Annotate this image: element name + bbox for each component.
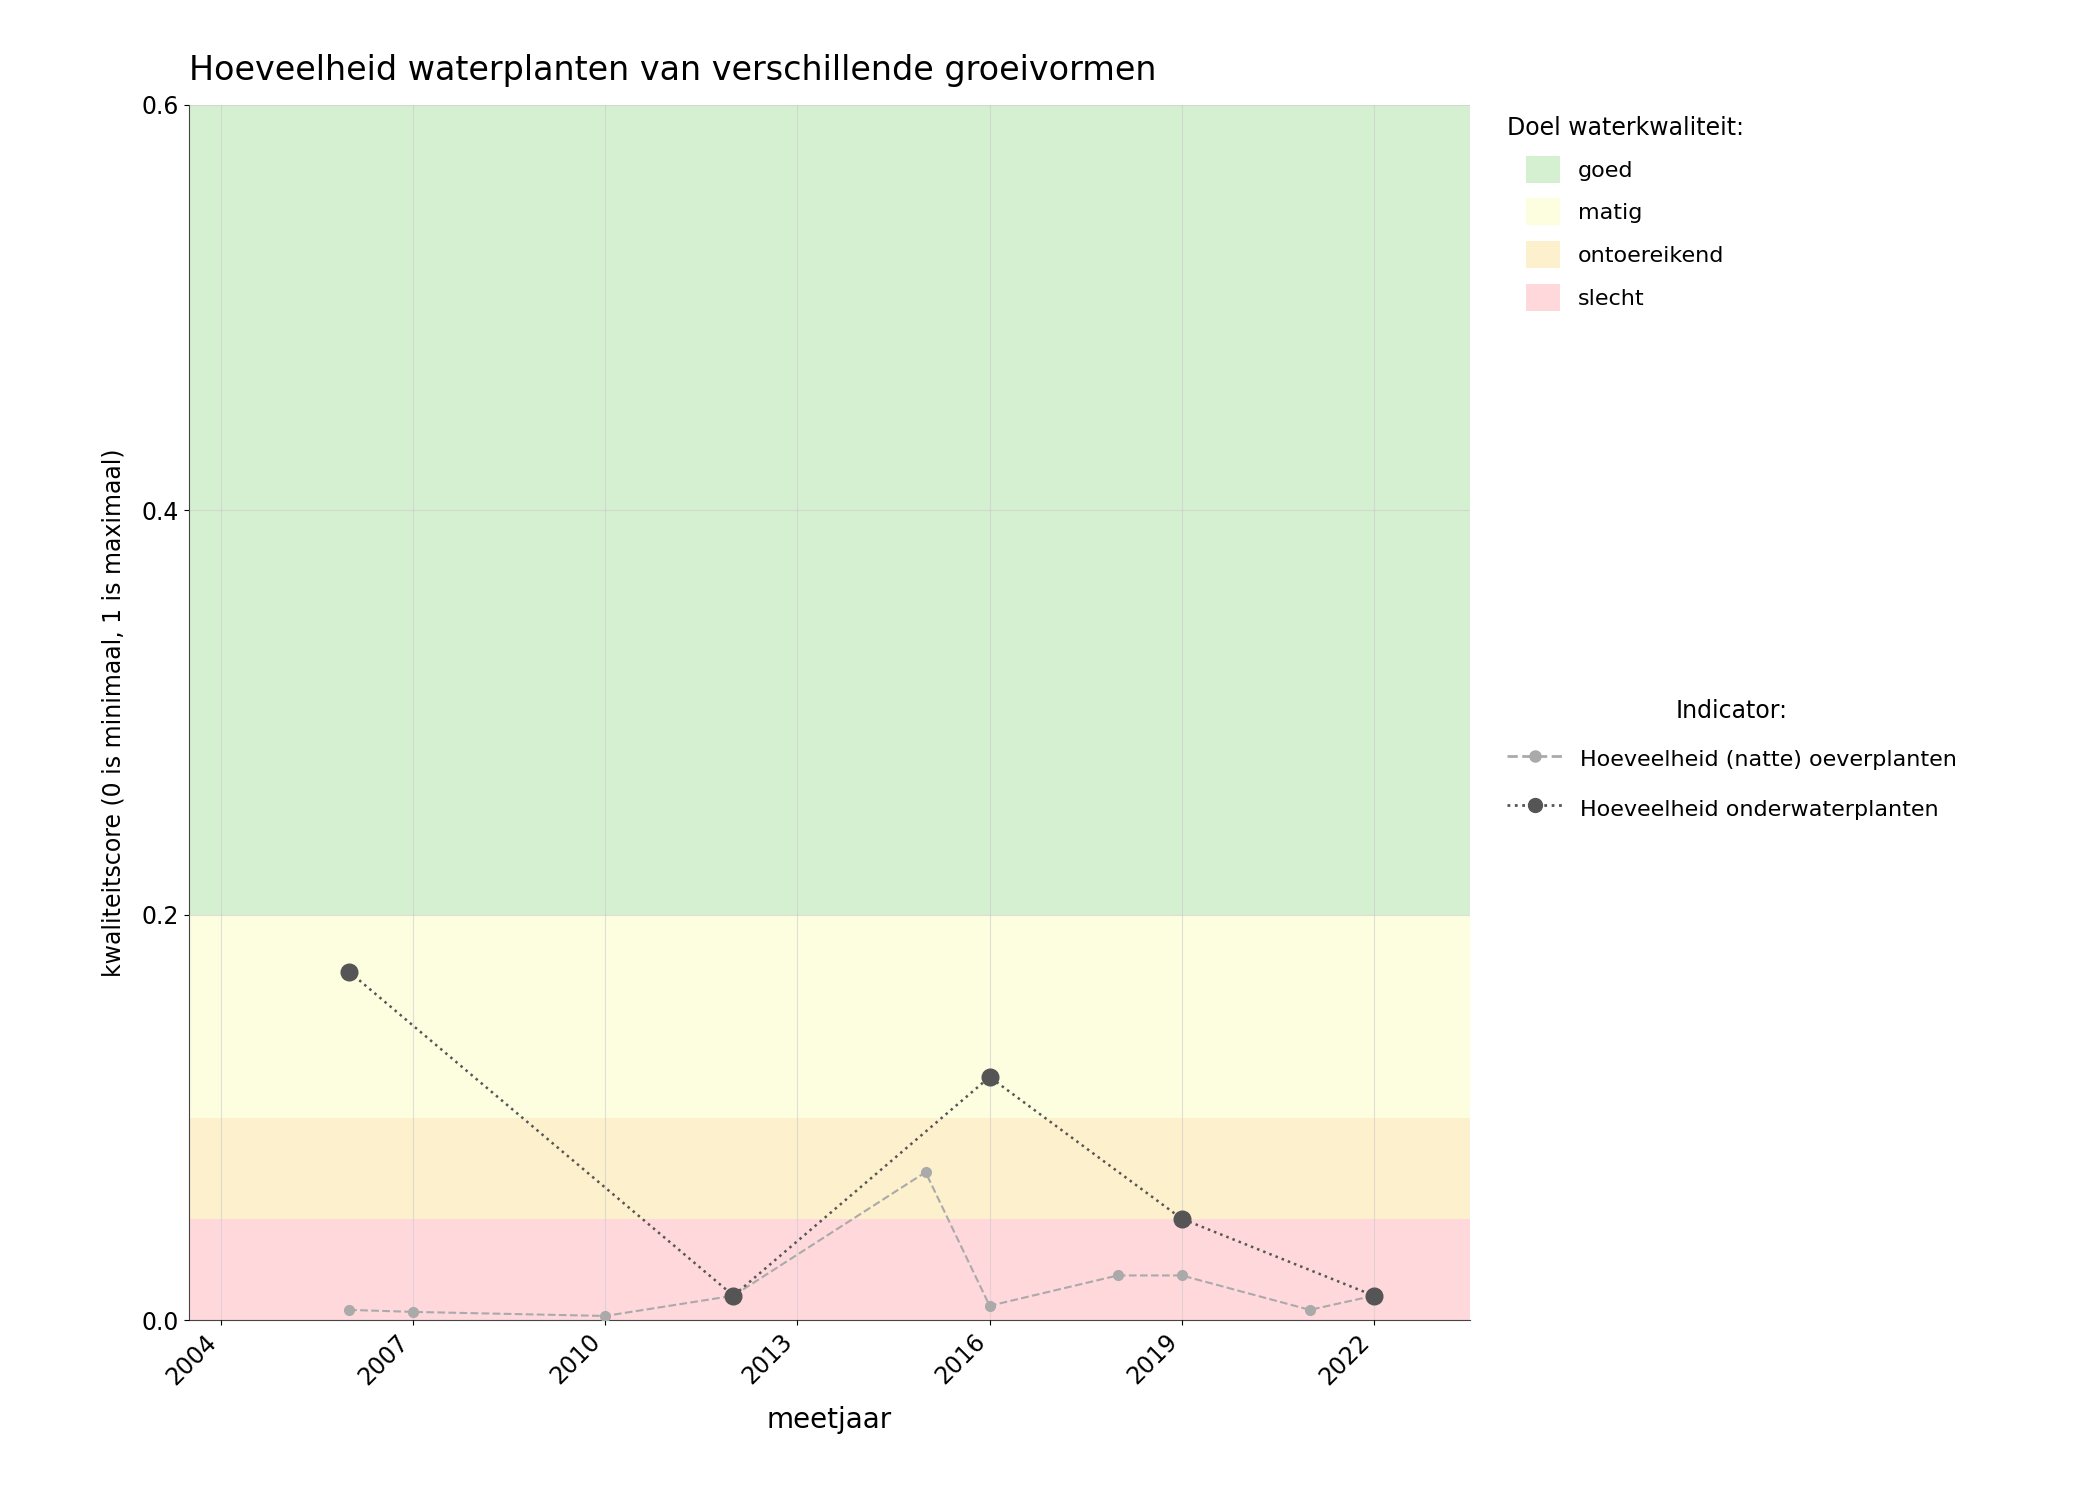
Hoeveelheid (natte) oeverplanten <box>1298 1300 1323 1318</box>
Line: Hoeveelheid onderwaterplanten: Hoeveelheid onderwaterplanten <box>340 963 1382 1304</box>
Bar <box>189 105 1470 915</box>
Text: Hoeveelheid waterplanten van verschillende groeivormen: Hoeveelheid waterplanten van verschillen… <box>189 54 1157 87</box>
Hoeveelheid onderwaterplanten <box>1361 1287 1386 1305</box>
Y-axis label: kwaliteitscore (0 is minimaal, 1 is maximaal): kwaliteitscore (0 is minimaal, 1 is maxi… <box>101 448 126 976</box>
X-axis label: meetjaar: meetjaar <box>766 1406 892 1434</box>
Hoeveelheid (natte) oeverplanten <box>592 1306 617 1324</box>
Hoeveelheid (natte) oeverplanten <box>720 1287 746 1305</box>
Hoeveelheid (natte) oeverplanten <box>1170 1266 1195 1284</box>
Hoeveelheid (natte) oeverplanten <box>336 1300 361 1318</box>
Hoeveelheid onderwaterplanten <box>336 963 361 981</box>
Legend: Hoeveelheid (natte) oeverplanten, Hoeveelheid onderwaterplanten: Hoeveelheid (natte) oeverplanten, Hoevee… <box>1506 699 1957 822</box>
Hoeveelheid onderwaterplanten <box>976 1068 1002 1086</box>
Bar <box>189 1118 1470 1218</box>
Line: Hoeveelheid (natte) oeverplanten: Hoeveelheid (natte) oeverplanten <box>344 1167 1380 1322</box>
Bar <box>189 1218 1470 1320</box>
Hoeveelheid onderwaterplanten <box>720 1287 746 1305</box>
Hoeveelheid onderwaterplanten <box>1170 1209 1195 1227</box>
Hoeveelheid (natte) oeverplanten <box>1105 1266 1130 1284</box>
Hoeveelheid (natte) oeverplanten <box>1361 1287 1386 1305</box>
Hoeveelheid (natte) oeverplanten <box>976 1298 1002 1316</box>
Hoeveelheid (natte) oeverplanten <box>401 1304 426 1322</box>
Bar <box>189 915 1470 1118</box>
Hoeveelheid (natte) oeverplanten <box>914 1162 939 1180</box>
